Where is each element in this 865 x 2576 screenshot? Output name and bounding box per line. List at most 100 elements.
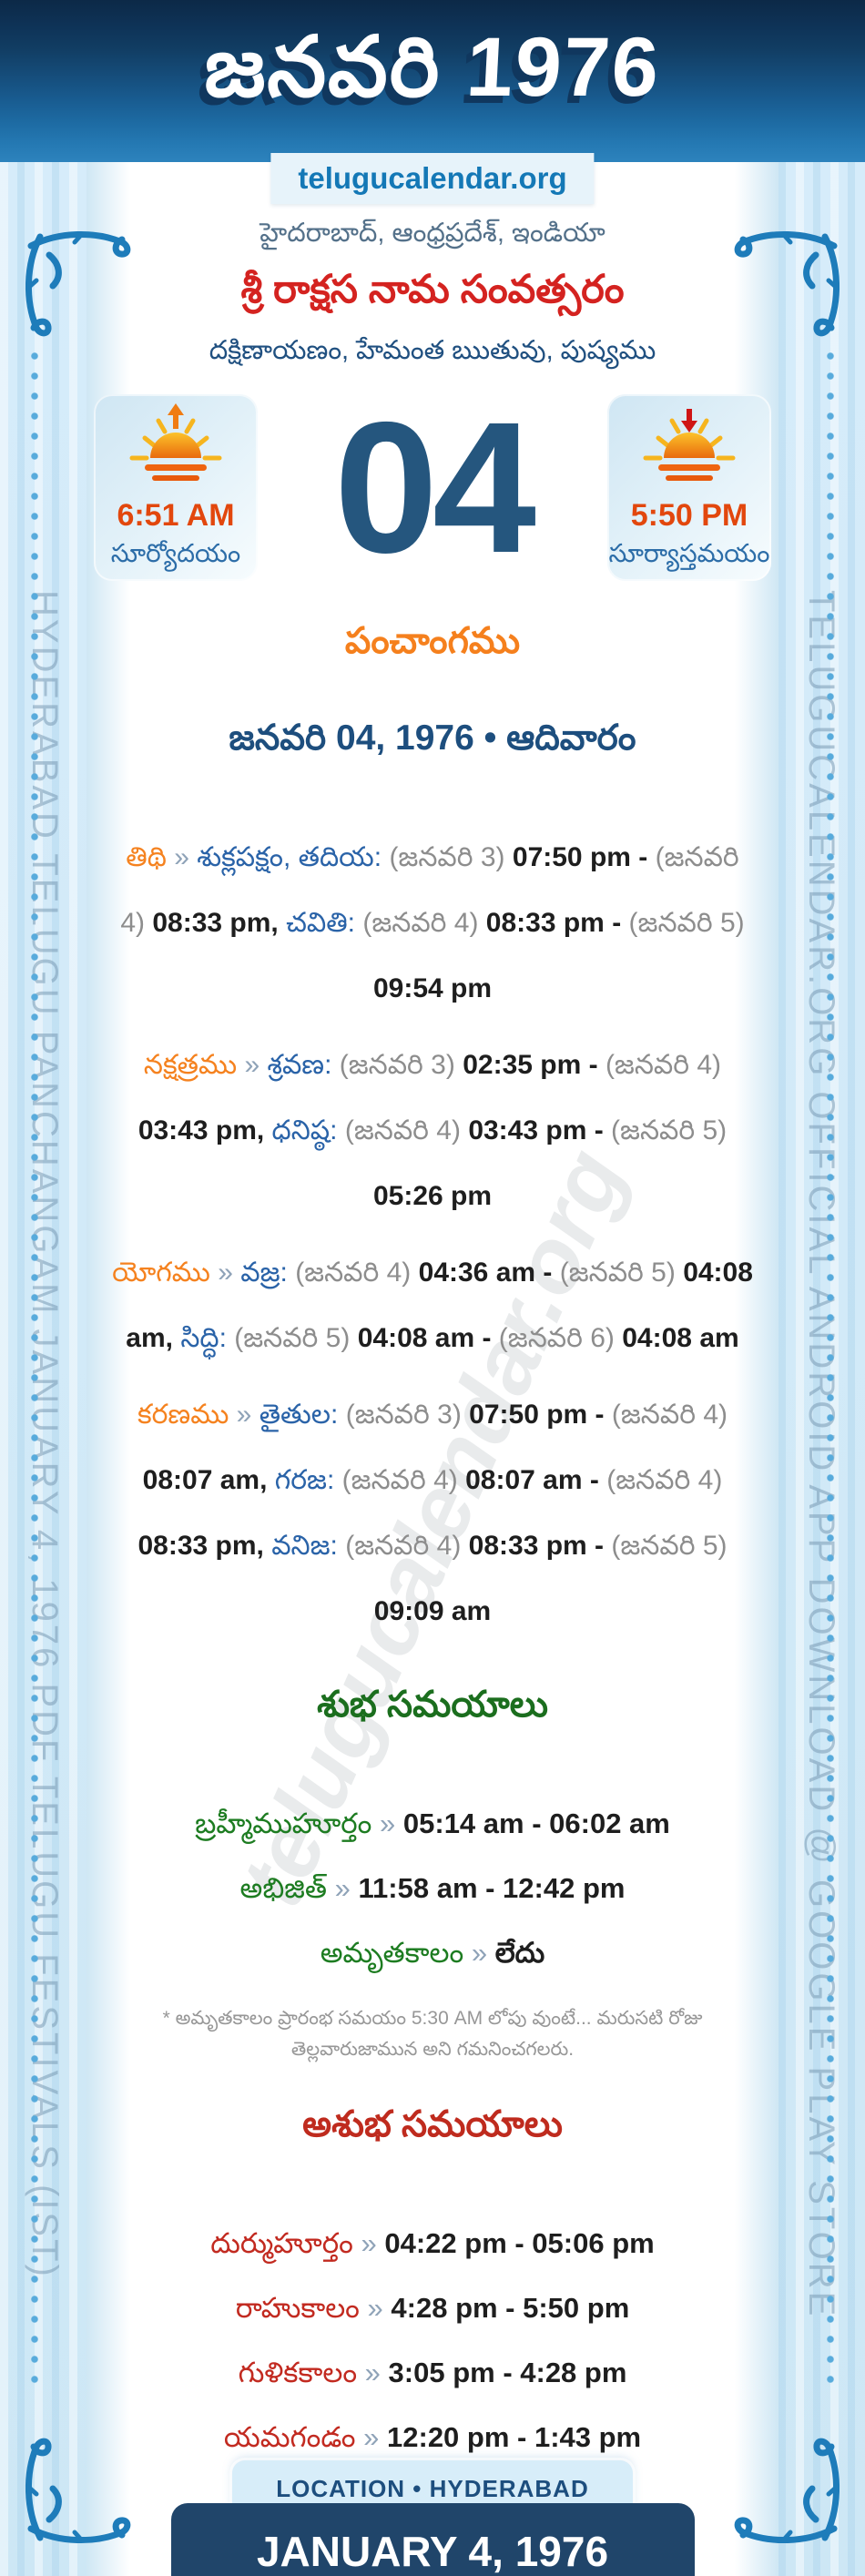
- row-label: యమగండం: [223, 2421, 356, 2454]
- yamagandam-row: యమగండం » 12:20 pm - 1:43 pm: [206, 2421, 659, 2460]
- right-watermark-text: TELUGUCALENDAR.ORG OFFICIAL ANDROID APP …: [801, 590, 841, 2319]
- text-segment: 03:43 pm,: [137, 1115, 272, 1145]
- main-panel: telugucalendar.org హైదరాబాద్, ఆంధ్రప్రదే…: [86, 162, 778, 2576]
- row-label: దుర్ముహూర్తం: [210, 2227, 353, 2260]
- text-segment: »: [166, 842, 198, 872]
- day-number: 04: [333, 383, 536, 592]
- abhijit-row: అభిజిత్ » 11:58 am - 12:42 pm: [222, 1872, 644, 1911]
- text-segment: (జనవరి 3): [345, 1400, 470, 1430]
- sun-row: 6:51 AM సూర్యోదయం 04: [86, 394, 778, 581]
- row-separator: »: [380, 1807, 396, 1839]
- text-segment: 03:43 pm -: [468, 1115, 612, 1145]
- row-value: 4:28 pm - 5:50 pm: [391, 2292, 630, 2325]
- row-separator: »: [471, 1937, 488, 1969]
- row-separator: »: [364, 2357, 381, 2389]
- text-segment: 07:50 pm -: [469, 1400, 612, 1430]
- text-segment: 08:33 pm,: [137, 1531, 272, 1561]
- text-segment: (జనవరి 6): [498, 1323, 623, 1353]
- sunset-time: 5:50 PM: [630, 497, 748, 533]
- yogam-row: యోగము » వజ్ర: (జనవరి 4) 04:36 am - (జనవర…: [86, 1240, 778, 1371]
- rahukalam-row: రాహుకాలం » 4:28 pm - 5:50 pm: [218, 2292, 648, 2331]
- text-segment: (జనవరి 5): [628, 908, 745, 938]
- text-segment: 07:50 pm -: [512, 842, 656, 872]
- region-line: హైదరాబాద్, ఆంధ్రప్రదేశ్, ఇండియా: [260, 219, 606, 248]
- text-segment: 09:09 am: [373, 1596, 492, 1626]
- text-segment: (జనవరి 5): [611, 1531, 728, 1561]
- row-value: 3:05 pm - 4:28 pm: [388, 2357, 627, 2389]
- text-segment: (జనవరి 5): [234, 1323, 358, 1353]
- text-segment: (జనవరి 4): [341, 1465, 466, 1495]
- text-segment: 08:33 pm -: [468, 1531, 612, 1561]
- text-segment: సిద్ధి:: [180, 1323, 235, 1353]
- text-segment: »: [237, 1050, 268, 1080]
- text-segment: 04:08 am -: [357, 1323, 499, 1353]
- row-label: బ్రహ్మీముహూర్తం: [195, 1807, 372, 1839]
- text-segment: (జనవరి 3): [389, 842, 513, 872]
- text-segment: (జనవరి 4): [120, 842, 739, 938]
- row-label: అమృతకాలం: [320, 1937, 464, 1969]
- sunset-icon: [643, 408, 736, 481]
- amrutakalam-note: * అమృతకాలం ప్రారంభ సమయం 5:30 AM లోపు వుం…: [162, 2008, 703, 2060]
- ayana-line: దక్షిణాయణం, హేమంత ఋతువు, పుష్యము: [209, 336, 656, 365]
- text-segment: 04:08 am: [622, 1323, 739, 1353]
- text-segment: చవితి:: [286, 908, 363, 938]
- samvatsara-line: శ్రీ రాక్షస నామ సంవత్సరం: [240, 268, 625, 311]
- text-segment: శ్రవణ:: [267, 1050, 340, 1080]
- amrutakalam-row: అమృతకాలం » లేదు: [302, 1937, 564, 1976]
- text-segment: 04:08 am,: [126, 1257, 753, 1353]
- panchangam-date-line: జనవరి 04, 1976 • ఆదివారం: [229, 718, 636, 758]
- row-label: అభిజిత్: [239, 1872, 328, 1904]
- text-segment: »: [209, 1257, 241, 1288]
- text-segment: ధనిష్ఠ:: [271, 1115, 345, 1145]
- text-segment: 08:33 pm,: [152, 908, 287, 938]
- month-title: జనవరి 1976: [202, 21, 663, 114]
- site-link[interactable]: telugucalendar.org: [270, 153, 595, 204]
- footer: LOCATION • HYDERABAD JANUARY 4, 1976: [86, 2460, 778, 2576]
- text-segment: 05:26 pm: [372, 1181, 493, 1211]
- sunrise-label: సూర్యోదయం: [110, 538, 241, 567]
- text-segment: (జనవరి 3): [339, 1050, 463, 1080]
- date-banner: JANUARY 4, 1976: [170, 2503, 695, 2576]
- text-segment: గరజ:: [274, 1465, 342, 1495]
- row-value: 11:58 am - 12:42 pm: [358, 1872, 626, 1904]
- text-segment: (జనవరి 4): [611, 1400, 728, 1430]
- panel-content: హైదరాబాద్, ఆంధ్రప్రదేశ్, ఇండియా శ్రీ రాక…: [86, 162, 778, 2576]
- text-segment: తిథి: [126, 842, 167, 872]
- text-segment: (జనవరి 4): [362, 908, 486, 938]
- row-separator: »: [363, 2421, 380, 2454]
- row-value: లేదు: [494, 1937, 545, 1969]
- gulikakalam-row: గుళికకాలం » 3:05 pm - 4:28 pm: [220, 2357, 646, 2396]
- text-segment: వనిజ:: [271, 1531, 346, 1561]
- corner-flourish-icon: [734, 2438, 840, 2544]
- text-segment: నక్షత్రము: [143, 1050, 238, 1080]
- brahmi-muhurtham-row: బ్రహ్మీముహూర్తం » 05:14 am - 06:02 am: [177, 1807, 688, 1847]
- text-segment: 09:54 pm: [372, 973, 493, 1003]
- corner-flourish-icon: [25, 2438, 131, 2544]
- text-segment: (జనవరి 4): [295, 1257, 419, 1288]
- sunset-label: సూర్యాస్తమయం: [608, 538, 770, 567]
- ashubha-heading: అశుభ సమయాలు: [302, 2104, 563, 2145]
- text-segment: (జనవరి 4): [606, 1465, 723, 1495]
- nakshatra-row: నక్షత్రము » శ్రవణ: (జనవరి 3) 02:35 pm - …: [86, 1033, 778, 1229]
- tithi-row: తిథి » శుక్లపక్షం, తదియ: (జనవరి 3) 07:50…: [86, 825, 778, 1022]
- text-segment: శుక్లపక్షం, తదియ:: [197, 842, 390, 872]
- row-separator: »: [367, 2292, 383, 2325]
- text-segment: 08:07 am,: [142, 1465, 275, 1495]
- text-segment: (జనవరి 5): [559, 1257, 684, 1288]
- shubha-heading: శుభ సమయాలు: [317, 1685, 548, 1725]
- sunrise-icon: [129, 402, 222, 481]
- text-segment: (జనవరి 5): [611, 1115, 728, 1145]
- dotted-border-right: [826, 351, 835, 2383]
- text-segment: (జనవరి 4): [345, 1531, 469, 1561]
- sunrise-time: 6:51 AM: [117, 497, 235, 533]
- text-segment: 02:35 pm -: [463, 1050, 606, 1080]
- row-separator: »: [334, 1872, 351, 1904]
- corner-flourish-icon: [25, 230, 131, 337]
- text-segment: (జనవరి 4): [344, 1115, 469, 1145]
- sunset-card: 5:50 PM సూర్యాస్తమయం: [607, 394, 771, 581]
- page-header: జనవరి 1976: [0, 0, 865, 162]
- text-segment: యోగము: [112, 1257, 210, 1288]
- text-segment: కరణము: [137, 1400, 229, 1430]
- row-value: 12:20 pm - 1:43 pm: [387, 2421, 642, 2454]
